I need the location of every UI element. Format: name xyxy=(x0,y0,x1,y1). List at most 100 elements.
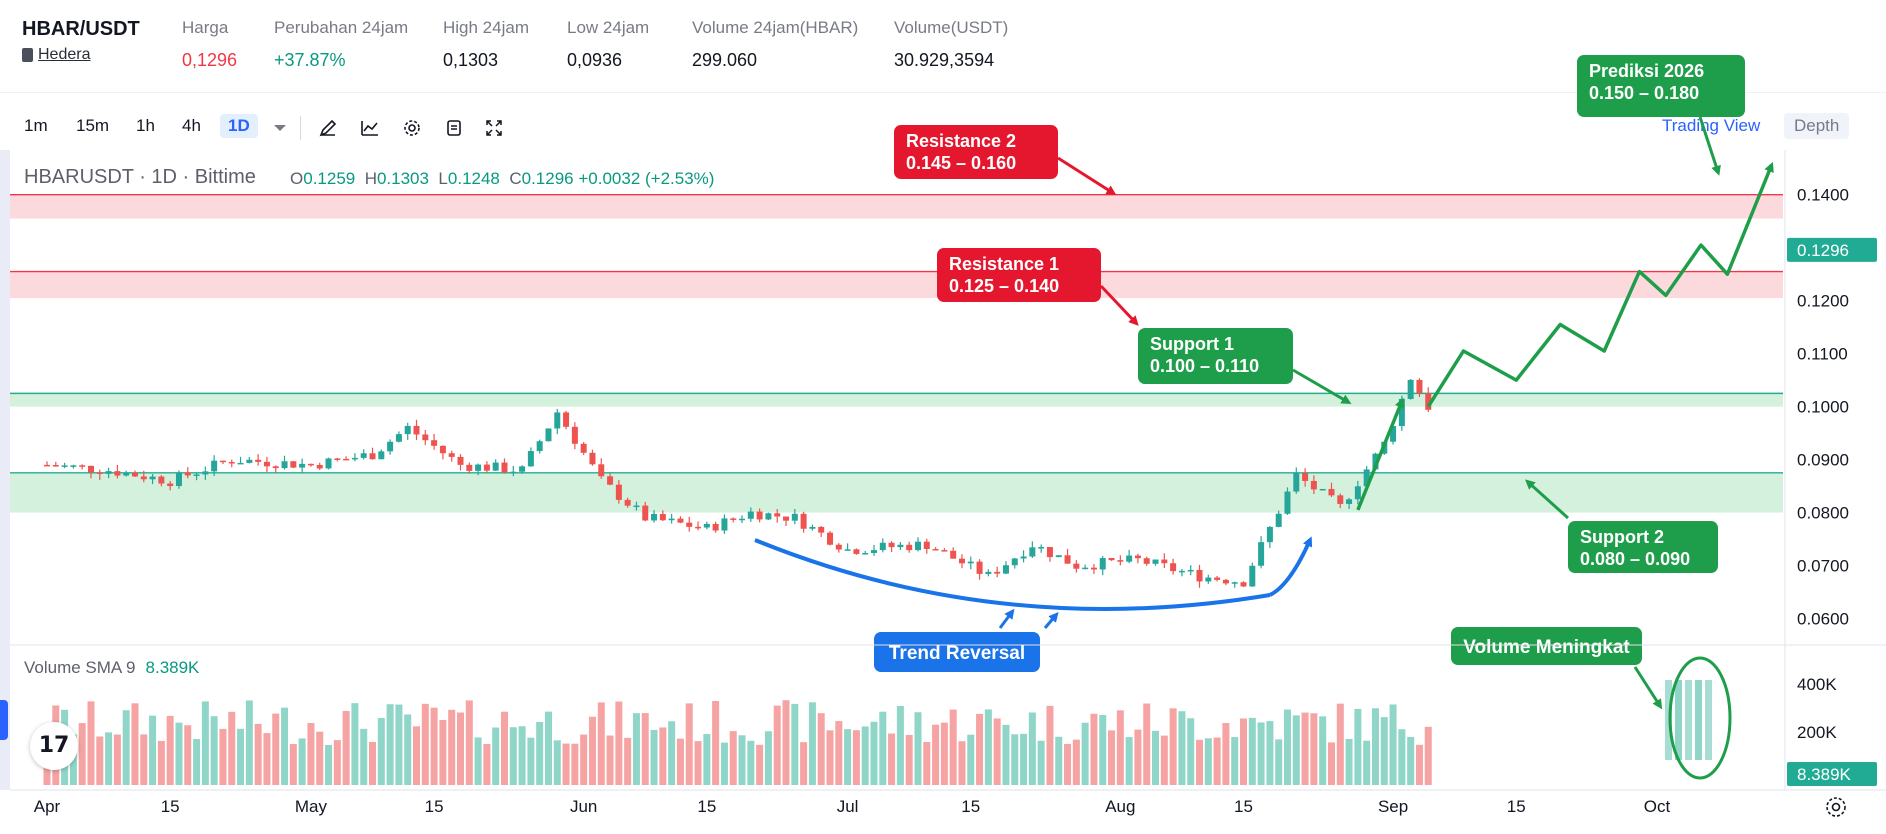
candle-body xyxy=(1231,582,1238,584)
volume-bar xyxy=(157,740,165,785)
interval-1d[interactable]: 1D xyxy=(220,114,258,138)
volume-bar xyxy=(940,722,948,785)
ticker-header: HBAR/USDT Hedera Harga 0,1296 Perubahan … xyxy=(0,0,1886,93)
volume-bar xyxy=(1002,724,1010,785)
candle-body xyxy=(1073,563,1080,569)
chevron-down-icon[interactable] xyxy=(270,118,290,138)
candle-body xyxy=(1178,570,1185,573)
candle-body xyxy=(1310,480,1317,490)
tab-trading-view[interactable]: Trading View xyxy=(1662,116,1761,135)
volume-bar xyxy=(1345,738,1353,785)
annotation-box xyxy=(1138,328,1293,384)
volume-bar xyxy=(1283,709,1291,785)
stat-price: Harga 0,1296 xyxy=(182,18,238,70)
volume-bar xyxy=(492,727,500,785)
candle-body xyxy=(263,461,270,467)
volume-bar xyxy=(122,710,130,785)
candle-body xyxy=(431,440,438,446)
annotation-range: 0.100 – 0.110 xyxy=(1150,356,1259,376)
candle-body xyxy=(1328,488,1335,496)
side-panel-handle[interactable] xyxy=(0,700,8,740)
candle-body xyxy=(510,471,517,474)
volume-bar xyxy=(800,742,808,785)
annotation-resistance-2: Resistance 20.145 – 0.160 xyxy=(894,125,1117,196)
volume-bar xyxy=(1275,739,1283,785)
volume-bar xyxy=(465,700,473,785)
tradingview-logo[interactable]: 17 xyxy=(30,722,78,770)
trend-pointer-arrow xyxy=(998,608,1015,629)
stat-low: Low 24jam 0,0936 xyxy=(567,18,650,70)
volume-bar xyxy=(263,733,271,785)
candle-body xyxy=(1302,473,1309,481)
annotation-box xyxy=(894,125,1058,179)
fullscreen-icon[interactable] xyxy=(484,118,504,138)
volume-bar xyxy=(720,742,728,785)
indicators-icon[interactable] xyxy=(360,118,380,138)
interval-1m[interactable]: 1m xyxy=(24,116,48,135)
candle-body xyxy=(158,476,165,484)
annotation-title: Prediksi 2026 xyxy=(1589,61,1704,81)
candle-body xyxy=(1046,547,1053,558)
volume-bar xyxy=(404,714,412,785)
candle-body xyxy=(870,550,877,553)
volume-bar xyxy=(562,743,570,785)
candle-body xyxy=(1266,526,1273,543)
volume-bar xyxy=(650,729,658,785)
y-tick-label: 0.1400 xyxy=(1797,186,1849,205)
volume-bar xyxy=(307,723,315,785)
x-tick-label: 15 xyxy=(697,797,716,816)
volume-bar xyxy=(984,709,992,785)
volume-bar xyxy=(1152,730,1160,785)
candle-body xyxy=(466,464,473,471)
chart-toolbar: 1m 15m 1h 4h 1D xyxy=(0,108,1886,144)
volume-series xyxy=(43,680,1712,785)
candle-body xyxy=(835,544,842,550)
candle-body xyxy=(941,550,948,552)
annotation-arrow xyxy=(1525,479,1570,520)
volume-bar xyxy=(1011,734,1019,785)
gear-icon[interactable] xyxy=(402,118,422,138)
annotation-resistance-1: Resistance 10.125 – 0.140 xyxy=(937,248,1139,326)
candle-body xyxy=(246,459,253,463)
tab-depth[interactable]: Depth xyxy=(1784,113,1850,139)
volume-bar xyxy=(113,734,121,785)
book-icon xyxy=(22,48,33,62)
candle-body xyxy=(967,561,974,564)
candle-body xyxy=(994,571,1001,574)
stat-volume-hbar: Volume 24jam(HBAR) 299.060 xyxy=(692,18,859,70)
volume-bar xyxy=(1327,742,1335,785)
volume-bar xyxy=(131,703,139,785)
trend-reversal-curve xyxy=(754,538,1271,611)
volume-bar xyxy=(1187,718,1195,785)
volume-bar xyxy=(149,715,157,785)
candle-body xyxy=(1293,473,1300,492)
x-tick-label: Jul xyxy=(837,797,859,816)
snapshot-icon[interactable] xyxy=(444,118,464,138)
interval-15m[interactable]: 15m xyxy=(76,116,110,135)
interval-1h[interactable]: 1h xyxy=(136,116,155,135)
candle-body xyxy=(404,425,411,435)
volume-bar xyxy=(1116,710,1124,785)
annotation-title: Trend Reversal xyxy=(889,643,1025,664)
candle-body xyxy=(536,441,543,452)
interval-4h[interactable]: 4h xyxy=(182,116,201,135)
volume-bar xyxy=(1037,740,1045,785)
volume-bar xyxy=(272,713,280,785)
candle-body xyxy=(1346,499,1353,504)
candle-body xyxy=(1416,379,1423,394)
volume-bar xyxy=(791,703,799,785)
volume-bar xyxy=(993,718,1001,785)
asset-name-link[interactable]: Hedera xyxy=(38,46,91,63)
volume-bar xyxy=(1020,733,1028,785)
volume-bar xyxy=(386,704,394,785)
toolbar-divider xyxy=(300,116,301,140)
draw-pencil-icon[interactable] xyxy=(318,118,338,138)
candle-body xyxy=(1275,513,1282,527)
candle-body xyxy=(44,464,50,467)
volume-bar xyxy=(245,700,253,785)
candle-body xyxy=(316,464,323,469)
candle-body xyxy=(1390,426,1397,442)
candle-body xyxy=(1187,569,1194,572)
annotation-arrow xyxy=(1633,666,1663,710)
